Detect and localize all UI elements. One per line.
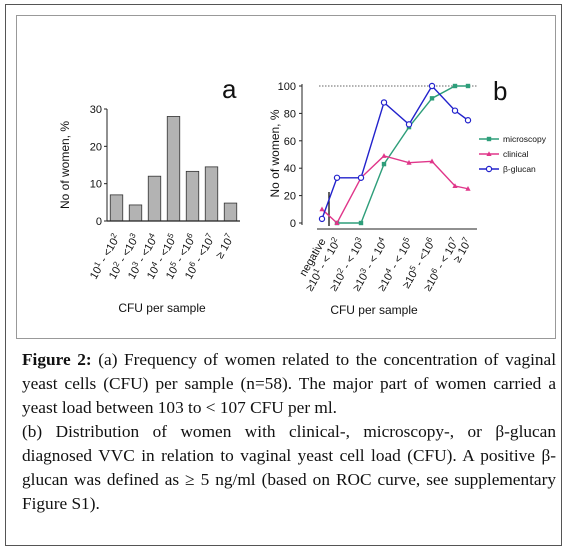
panel-a-bar	[204, 166, 219, 222]
panel-b-point-beta_glucan	[405, 121, 413, 128]
legend-marker-clinical	[486, 151, 492, 156]
plot-area: a 0 10 20 30 No of women, % 101 - <102 102 - <1…	[16, 15, 556, 339]
panel-a-y-tick-label: 0	[96, 216, 102, 228]
panel-b-line-beta_glucan	[321, 84, 469, 220]
panel-b-point-beta_glucan	[451, 107, 459, 114]
legend-label-clinical: clinical	[503, 149, 529, 159]
caption-label: Figure 2:	[22, 350, 92, 369]
figure-frame: a 0 10 20 30 No of women, % 101 - <102 102 - <1…	[5, 4, 562, 546]
panel-b-point-beta_glucan	[357, 174, 365, 181]
panel-a-y-tick-label: 10	[90, 179, 102, 191]
panel-a-bar	[147, 175, 162, 222]
panel-b-point-clinical	[406, 159, 412, 165]
panel-b-point-beta_glucan	[380, 99, 388, 106]
panel-a-y-tick-label: 30	[90, 104, 102, 116]
panel-a-bar	[223, 202, 238, 222]
panel-a-y-label: No of women, %	[58, 121, 72, 209]
panel-b-point-clinical	[334, 220, 340, 225]
caption-paragraph-b: (b) Distribution of women with clinical-…	[22, 422, 556, 513]
figure-caption: Figure 2: (a) Frequency of women related…	[22, 348, 556, 516]
panel-b-y-tick-label: 60	[284, 136, 296, 148]
panel-b-point-beta_glucan	[428, 82, 436, 90]
panel-b-point-microscopy	[358, 220, 364, 226]
panel-b-point-clinical	[452, 183, 458, 189]
panel-b-line-microscopy	[337, 85, 468, 224]
panel-b-point-microscopy	[465, 83, 471, 89]
panel-b-x-label: CFU per sample	[330, 303, 418, 317]
panel-b-point-clinical	[465, 185, 471, 191]
panel-b-point-clinical	[429, 158, 435, 164]
panel-a-bar	[128, 204, 143, 222]
panel-a-bar	[166, 116, 181, 222]
panel-b-point-clinical	[381, 153, 387, 158]
panel-b-point-microscopy	[381, 161, 387, 167]
caption-paragraph-a: Figure 2: (a) Frequency of women related…	[22, 348, 556, 420]
panel-b-y-tick-label: 20	[284, 191, 296, 203]
legend-marker-beta_glucan	[485, 165, 493, 173]
panel-b-y-tick-label: 80	[284, 108, 296, 120]
caption-text-a: (a) Frequency of women related to the co…	[22, 350, 556, 417]
panel-b-point-clinical	[319, 206, 325, 212]
panel-b-point-beta_glucan	[318, 215, 326, 223]
panel-b-point-beta_glucan	[333, 174, 341, 181]
panel-b-y-tick-label: 40	[284, 163, 296, 175]
panel-b-line-clinical	[321, 155, 469, 225]
panel-b-y-tick-label: 0	[290, 218, 296, 230]
panel-a-x-label: CFU per sample	[118, 301, 206, 315]
panel-a-bar	[109, 194, 124, 222]
panel-a-bar	[185, 170, 200, 222]
legend-label-microscopy: microscopy	[503, 134, 547, 144]
panel-a-y-tick-label: 20	[90, 141, 102, 153]
panel-b-point-microscopy	[429, 96, 435, 101]
panel-b-label: b	[493, 76, 507, 106]
panel-b-point-microscopy	[452, 83, 458, 89]
legend-marker-microscopy	[486, 136, 492, 142]
panel-b-y-label: No of women, %	[268, 109, 282, 197]
panel-a-x-tick-label: ≥ 107	[212, 231, 238, 261]
panel-b-point-beta_glucan	[464, 117, 472, 124]
panel-a-label: a	[222, 74, 237, 104]
legend-label-beta_glucan: β-glucan	[503, 164, 536, 174]
panel-b-y-tick-label: 100	[278, 81, 296, 93]
